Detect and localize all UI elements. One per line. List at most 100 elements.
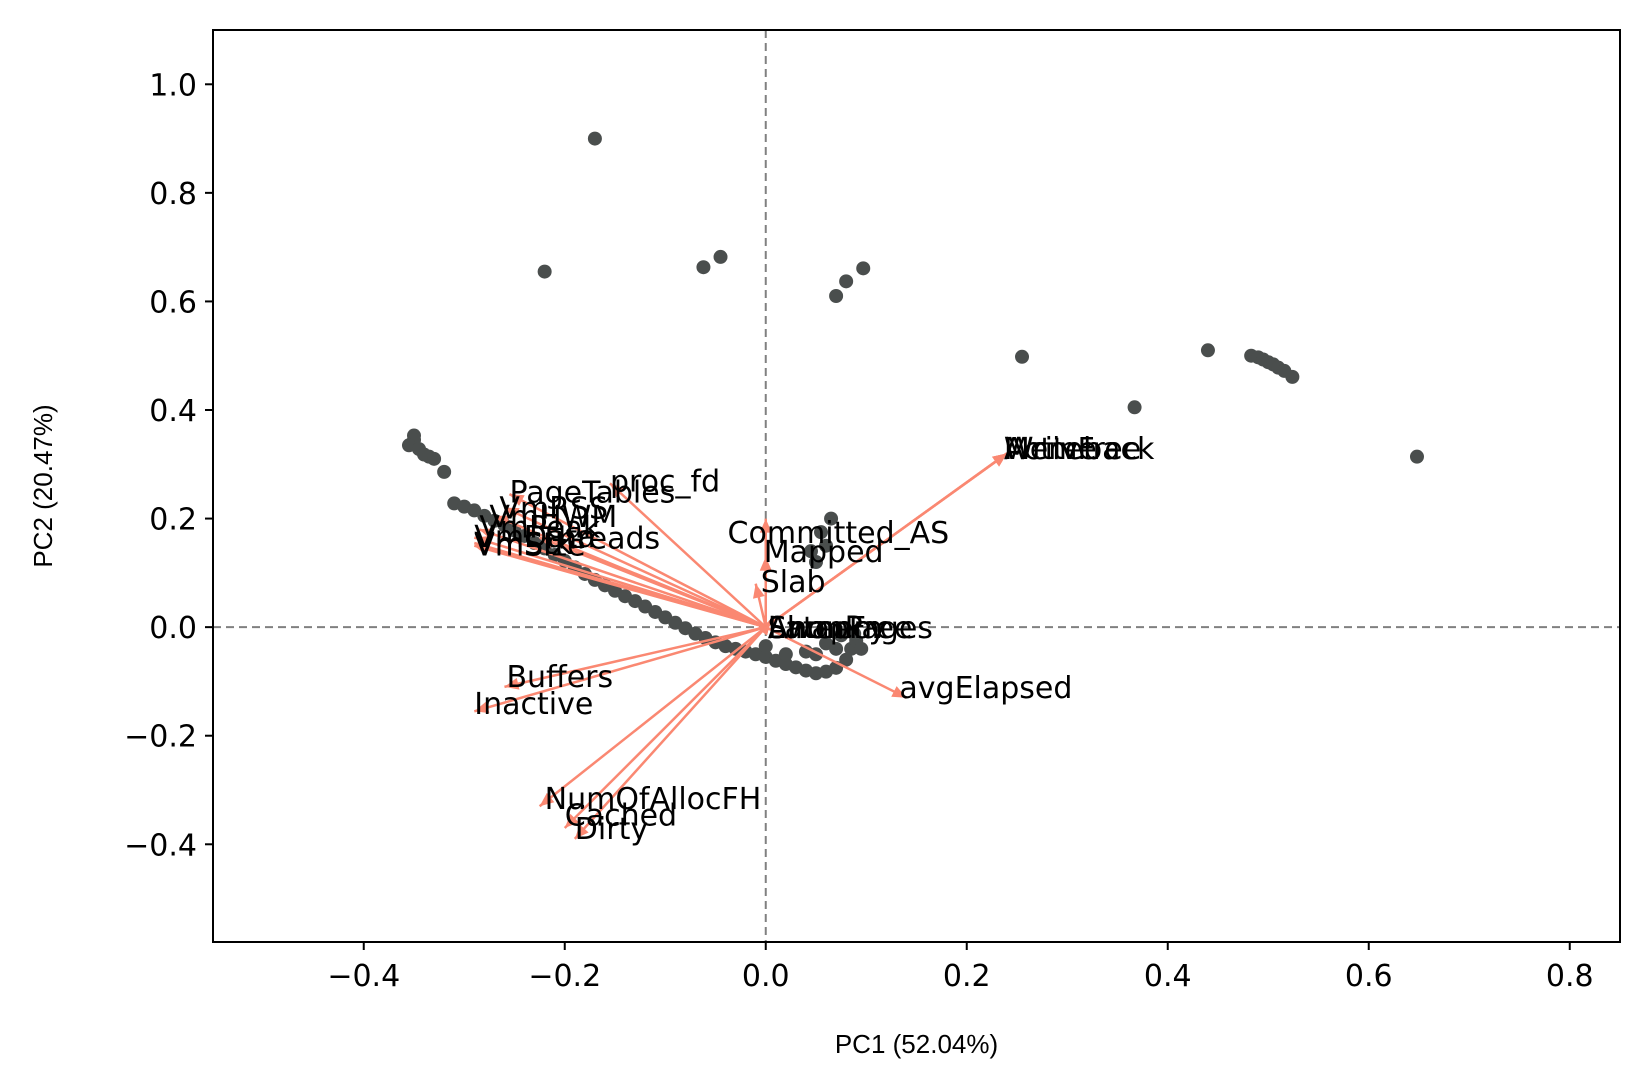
- loading-arrow-Active: [765, 452, 1008, 629]
- loading-arrow-Slab: [753, 583, 767, 628]
- score-point: [1285, 369, 1300, 384]
- score-point: [758, 639, 773, 654]
- arrow-shaft: [765, 626, 908, 699]
- score-point: [834, 628, 849, 643]
- loading-arrows: [473, 452, 1008, 840]
- x-tick-label: −0.4: [327, 959, 400, 994]
- score-point: [847, 626, 862, 641]
- loading-label: Writeback: [1004, 432, 1155, 467]
- loading-label: AnonPages: [768, 611, 933, 646]
- loading-label: SwapFree: [768, 611, 913, 646]
- score-point: [1200, 343, 1215, 358]
- arrow-head: [564, 813, 579, 828]
- score-point: [829, 289, 844, 303]
- loading-label: Active: [1004, 432, 1097, 467]
- loading-label: VmPeak: [479, 511, 601, 546]
- x-tick-label: 0.0: [742, 959, 790, 994]
- y-tick-label: 0.4: [149, 394, 197, 429]
- arrow-head: [574, 824, 589, 839]
- loading-arrow-Mapped: [759, 556, 772, 628]
- loading-label: Shmem: [768, 611, 883, 646]
- loading-arrow-NumOfAllocFH: [538, 626, 767, 808]
- score-point: [1409, 449, 1424, 464]
- y-tick-label: 0.0: [149, 611, 197, 646]
- score-point: [803, 544, 818, 559]
- score-point: [854, 641, 869, 656]
- score-point: [809, 555, 823, 569]
- y-tick-label: −0.4: [124, 828, 197, 863]
- y-tick-label: 1.0: [149, 68, 197, 103]
- arrow-head: [474, 701, 490, 714]
- x-tick-label: 0.6: [1345, 959, 1393, 994]
- x-tick-label: 0.2: [943, 959, 991, 994]
- x-tick-label: 0.4: [1144, 959, 1192, 994]
- loading-label: Latency: [768, 611, 887, 646]
- loading-label: VmRSS: [499, 492, 608, 527]
- arrow-shaft: [538, 626, 767, 808]
- arrow-shaft: [573, 626, 767, 840]
- score-point: [427, 451, 442, 466]
- score-point: [713, 249, 728, 264]
- reference-lines: [213, 30, 1620, 942]
- arrow-head: [474, 543, 490, 556]
- loading-arrow-avgElapsed: [765, 626, 908, 699]
- arrow-head: [539, 537, 555, 549]
- arrow-shaft: [609, 482, 767, 629]
- loading-label: avgElapsed: [899, 671, 1072, 706]
- score-point: [437, 464, 452, 479]
- loading-label: Dirty: [575, 812, 648, 847]
- arrow-shaft: [473, 625, 767, 713]
- loading-arrow-Inactive: [473, 625, 767, 714]
- y-tick-label: −0.2: [124, 720, 197, 755]
- loading-arrow-VmPeak: [478, 528, 767, 629]
- arrow-head: [891, 686, 907, 698]
- x-tick-label: −0.2: [528, 959, 601, 994]
- loading-label: PageTables: [509, 475, 675, 510]
- arrow-shaft: [765, 452, 1008, 629]
- arrow-shaft: [563, 626, 767, 829]
- arrow-head: [539, 792, 555, 807]
- arrow-head: [494, 515, 510, 527]
- arrow-shaft: [478, 528, 767, 629]
- score-point: [824, 511, 839, 526]
- arrow-head: [992, 453, 1007, 467]
- loading-label: VmData: [474, 520, 595, 555]
- arrow-shaft: [473, 544, 767, 629]
- loading-label: VmSize: [474, 529, 585, 564]
- score-point: [537, 264, 552, 279]
- loading-arrow-PageTables: [508, 493, 767, 629]
- loading-arrow-Threads: [539, 536, 767, 629]
- loading-label: Buffers: [506, 660, 613, 695]
- arrow-head: [504, 677, 520, 690]
- loading-arrow-VmRSS: [503, 506, 767, 629]
- y-tick-label: 0.6: [149, 285, 197, 320]
- y-tick-label: 0.8: [149, 177, 197, 212]
- arrow-head: [609, 483, 625, 498]
- arrow-shaft: [508, 493, 767, 629]
- arrow-head: [759, 556, 772, 571]
- score-point: [517, 528, 532, 543]
- loading-label: Cached: [565, 798, 677, 833]
- loading-label: VmHWM: [489, 500, 617, 535]
- score-point: [587, 131, 602, 146]
- plot-area-frame: [212, 29, 1621, 943]
- score-point: [1015, 349, 1030, 364]
- arrow-shaft: [539, 536, 767, 629]
- score-point: [839, 274, 854, 289]
- loading-label: Committed_AS: [728, 516, 950, 551]
- score-point: [696, 260, 711, 275]
- loading-label: VmStk: [474, 527, 573, 562]
- score-point: [778, 647, 793, 662]
- arrow-head: [509, 494, 525, 506]
- loading-label: Threads: [539, 522, 661, 557]
- loading-arrow-proc_fd: [609, 482, 767, 629]
- arrow-head: [479, 528, 495, 540]
- score-point: [829, 641, 844, 656]
- loading-label: proc_fd: [610, 465, 720, 500]
- loading-label: Inactive: [474, 687, 593, 722]
- loading-arrow-Buffers: [504, 625, 767, 690]
- loading-label: NumOfAllocFH: [545, 782, 762, 817]
- arrow-head: [753, 583, 765, 599]
- arrow-head: [504, 507, 520, 519]
